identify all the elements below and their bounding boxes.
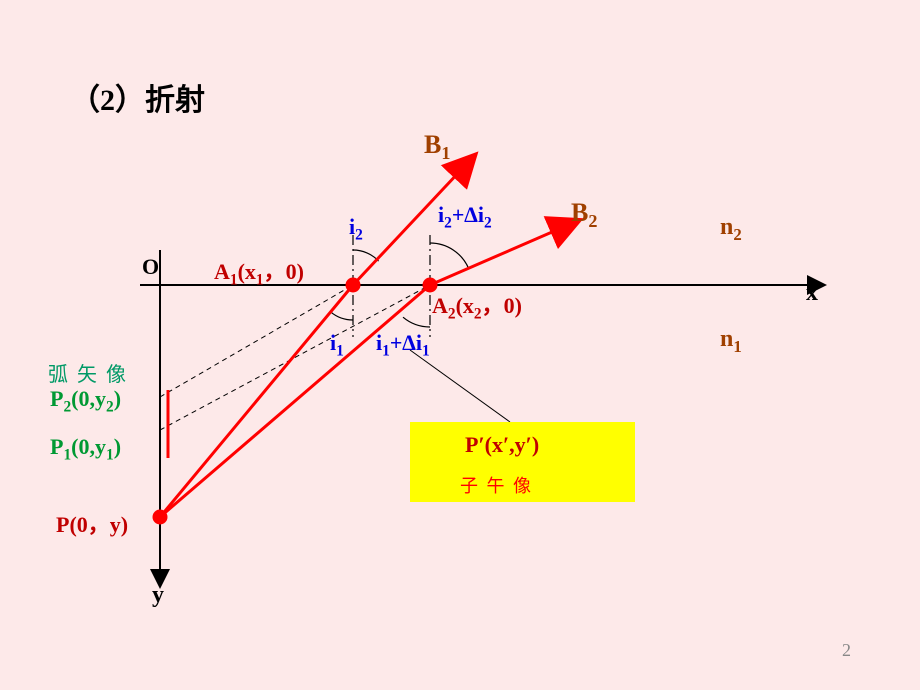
sagittal-image-label: 弧 矢 像 [48, 358, 128, 387]
label-P1: P1(0,y1) [50, 434, 121, 464]
y-axis-label: y [152, 582, 164, 609]
arc-i2 [353, 250, 379, 261]
angle-label-i1: i1 [330, 330, 344, 360]
ray-P-A1 [160, 285, 353, 517]
label-B2: B2 [571, 198, 597, 232]
label-B1: B1 [424, 130, 450, 164]
label-P: P(0，y) [56, 507, 128, 539]
arc-i2d [430, 243, 469, 269]
label-A2: A2(x2，0) [432, 288, 522, 323]
meridional-image-label: 子 午 像 [460, 472, 533, 498]
origin-label: O [142, 254, 159, 280]
label-P2: P2(0,y2) [50, 386, 121, 416]
label-n1: n1 [720, 326, 742, 357]
ray-A2-B2 [430, 229, 559, 285]
label-A1: A1(x1，0) [214, 254, 304, 289]
angle-label-i2: i2 [349, 214, 363, 244]
label-Pprime: P′(x′,y′) [465, 432, 539, 458]
angle-label-i2d: i2+∆i2 [438, 202, 492, 232]
angle-label-i1d: i1+∆i1 [376, 330, 430, 360]
x-axis-label: x [806, 280, 818, 307]
dashed-P2-A1 [160, 285, 353, 397]
arc-i1d [403, 317, 430, 327]
callout-line [410, 350, 510, 422]
ray-P-A2 [160, 285, 430, 517]
page-number: 2 [842, 640, 851, 661]
point-A1 [346, 278, 361, 293]
section-title: （2）折射 [70, 75, 205, 119]
arc-i1 [331, 312, 354, 320]
point-P [153, 510, 168, 525]
label-n2: n2 [720, 214, 742, 245]
